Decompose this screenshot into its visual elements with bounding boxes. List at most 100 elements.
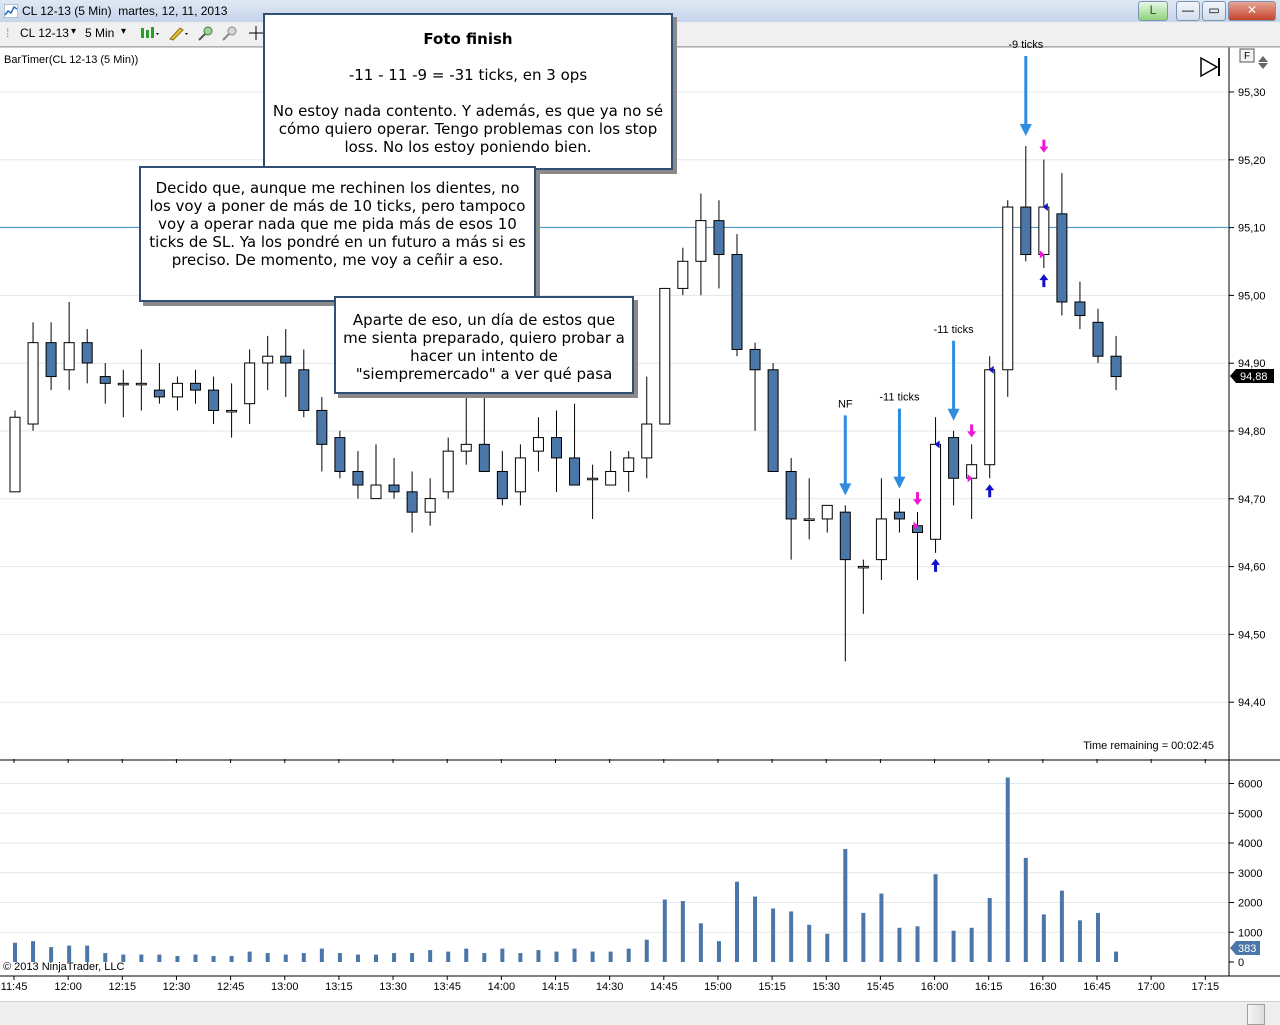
candle-body-down [190, 382, 201, 391]
candle [1002, 200, 1014, 397]
scroll-to-end-icon[interactable] [1200, 56, 1219, 78]
copyright-label: © 2013 NinjaTrader, LLC [3, 961, 124, 973]
annotation-label: -11 ticks [934, 324, 975, 336]
candle-body-down [388, 484, 400, 493]
candle-body-down [731, 254, 743, 350]
volume-bar [211, 956, 216, 962]
time-tick-label: 12:30 [163, 981, 191, 993]
candle-body-up [1038, 206, 1050, 256]
volume-bar [1005, 777, 1010, 962]
candle-body-down [785, 470, 797, 520]
note-foto-finish: Foto finish -11 - 11 -9 = -31 ticks, en … [263, 13, 673, 170]
timeframe-dropdown-icon[interactable]: ▾ [121, 26, 127, 37]
note-stop-loss-decision: Decido que, aunque me rechinen los dient… [139, 166, 536, 302]
volume-panel [0, 762, 1280, 976]
time-tick-label: 12:45 [217, 981, 245, 993]
volume-tick-label: 4000 [1238, 838, 1262, 850]
volume-bar [753, 896, 758, 962]
candle [623, 451, 635, 492]
candle-body-down [496, 470, 508, 500]
candle [514, 444, 526, 506]
volume-bar [933, 874, 938, 962]
volume-bar [771, 908, 776, 962]
scroll-up-icon[interactable] [1258, 56, 1268, 62]
scroll-down-icon[interactable] [1258, 63, 1268, 69]
candle [984, 356, 996, 479]
volume-bar [554, 951, 559, 962]
volume-bar [410, 953, 415, 962]
candle [569, 403, 581, 486]
volume-tick-label: 6000 [1238, 779, 1262, 791]
time-tick-label: 13:15 [325, 981, 353, 993]
candle-body-down [1110, 355, 1122, 378]
candle-body-up [641, 423, 653, 459]
candle-body-down [298, 369, 310, 411]
instrument-dropdown-icon[interactable]: ▾ [71, 26, 77, 37]
volume-tick-label: 1000 [1238, 927, 1262, 939]
volume-bar [789, 911, 794, 962]
volume-bar [698, 923, 703, 962]
candle [587, 464, 599, 519]
volume-bar [482, 953, 487, 962]
sell-arrow-icon [967, 424, 977, 438]
format-button-frame[interactable] [1239, 48, 1255, 63]
sell-entry-marker-icon [967, 474, 973, 483]
candle-body-down [1020, 206, 1032, 256]
zoom-out-icon[interactable] [220, 25, 240, 41]
volume-bar [265, 953, 270, 962]
maximize-button[interactable]: ▭ [1202, 1, 1226, 21]
candle [496, 451, 508, 506]
buy-exit-marker-icon [1042, 203, 1048, 212]
volume-bar [879, 893, 884, 962]
candle-body-up [370, 484, 382, 500]
instrument-selector[interactable]: CL 12-13 [20, 26, 69, 40]
buy-exit-marker-icon [988, 365, 994, 374]
candle [244, 349, 256, 425]
volume-bar [590, 951, 595, 962]
crosshair-icon[interactable] [248, 25, 264, 41]
sell-entry-marker-icon [913, 521, 919, 530]
time-tick-label: 15:15 [758, 981, 786, 993]
annotation-arrow-icon [839, 483, 852, 496]
volume-bar [987, 898, 992, 962]
volume-bar [13, 942, 17, 962]
candle [1020, 146, 1032, 262]
chart-style-icon[interactable] [140, 25, 160, 41]
candle [298, 349, 310, 418]
time-tick-label: 14:30 [596, 981, 624, 993]
candle [767, 363, 779, 472]
current-volume-label: 383 [1238, 943, 1256, 955]
volume-bar [319, 948, 324, 962]
drawing-tool-icon[interactable] [168, 25, 190, 41]
volume-bar [969, 927, 974, 962]
minimize-button[interactable]: — [1176, 1, 1200, 21]
current-price-marker: 94,88 [1230, 369, 1274, 383]
candle-body-down [280, 355, 292, 364]
close-button[interactable]: ✕ [1228, 1, 1276, 21]
zoom-in-icon[interactable] [196, 25, 216, 41]
volume-bar [374, 954, 378, 962]
price-tick-label: 95,10 [1238, 223, 1266, 235]
candle [81, 329, 93, 384]
volume-bar [283, 954, 288, 962]
volume-bar [536, 950, 541, 962]
volume-bar [1059, 890, 1064, 962]
sell-arrow-icon [913, 492, 922, 506]
link-button[interactable]: L [1138, 1, 1168, 21]
scrollbar-thumb[interactable] [1247, 1004, 1265, 1025]
annotation-label: -9 ticks [1008, 39, 1043, 51]
candle-body-up [171, 382, 183, 398]
horizontal-scrollbar[interactable] [0, 1001, 1280, 1025]
candle [551, 410, 562, 492]
candle-body-up [262, 355, 274, 364]
time-tick-label: 16:30 [1029, 981, 1057, 993]
timeframe-selector[interactable]: 5 Min [85, 26, 115, 40]
candle [388, 457, 400, 499]
format-button[interactable]: F [1239, 48, 1255, 63]
candle [1110, 335, 1122, 391]
volume-bar [680, 901, 685, 962]
volume-bar [337, 953, 342, 962]
volume-bar [662, 899, 667, 962]
candle [262, 335, 274, 391]
note-summary: -11 - 11 -9 = -31 ticks, en 3 ops [348, 66, 588, 84]
